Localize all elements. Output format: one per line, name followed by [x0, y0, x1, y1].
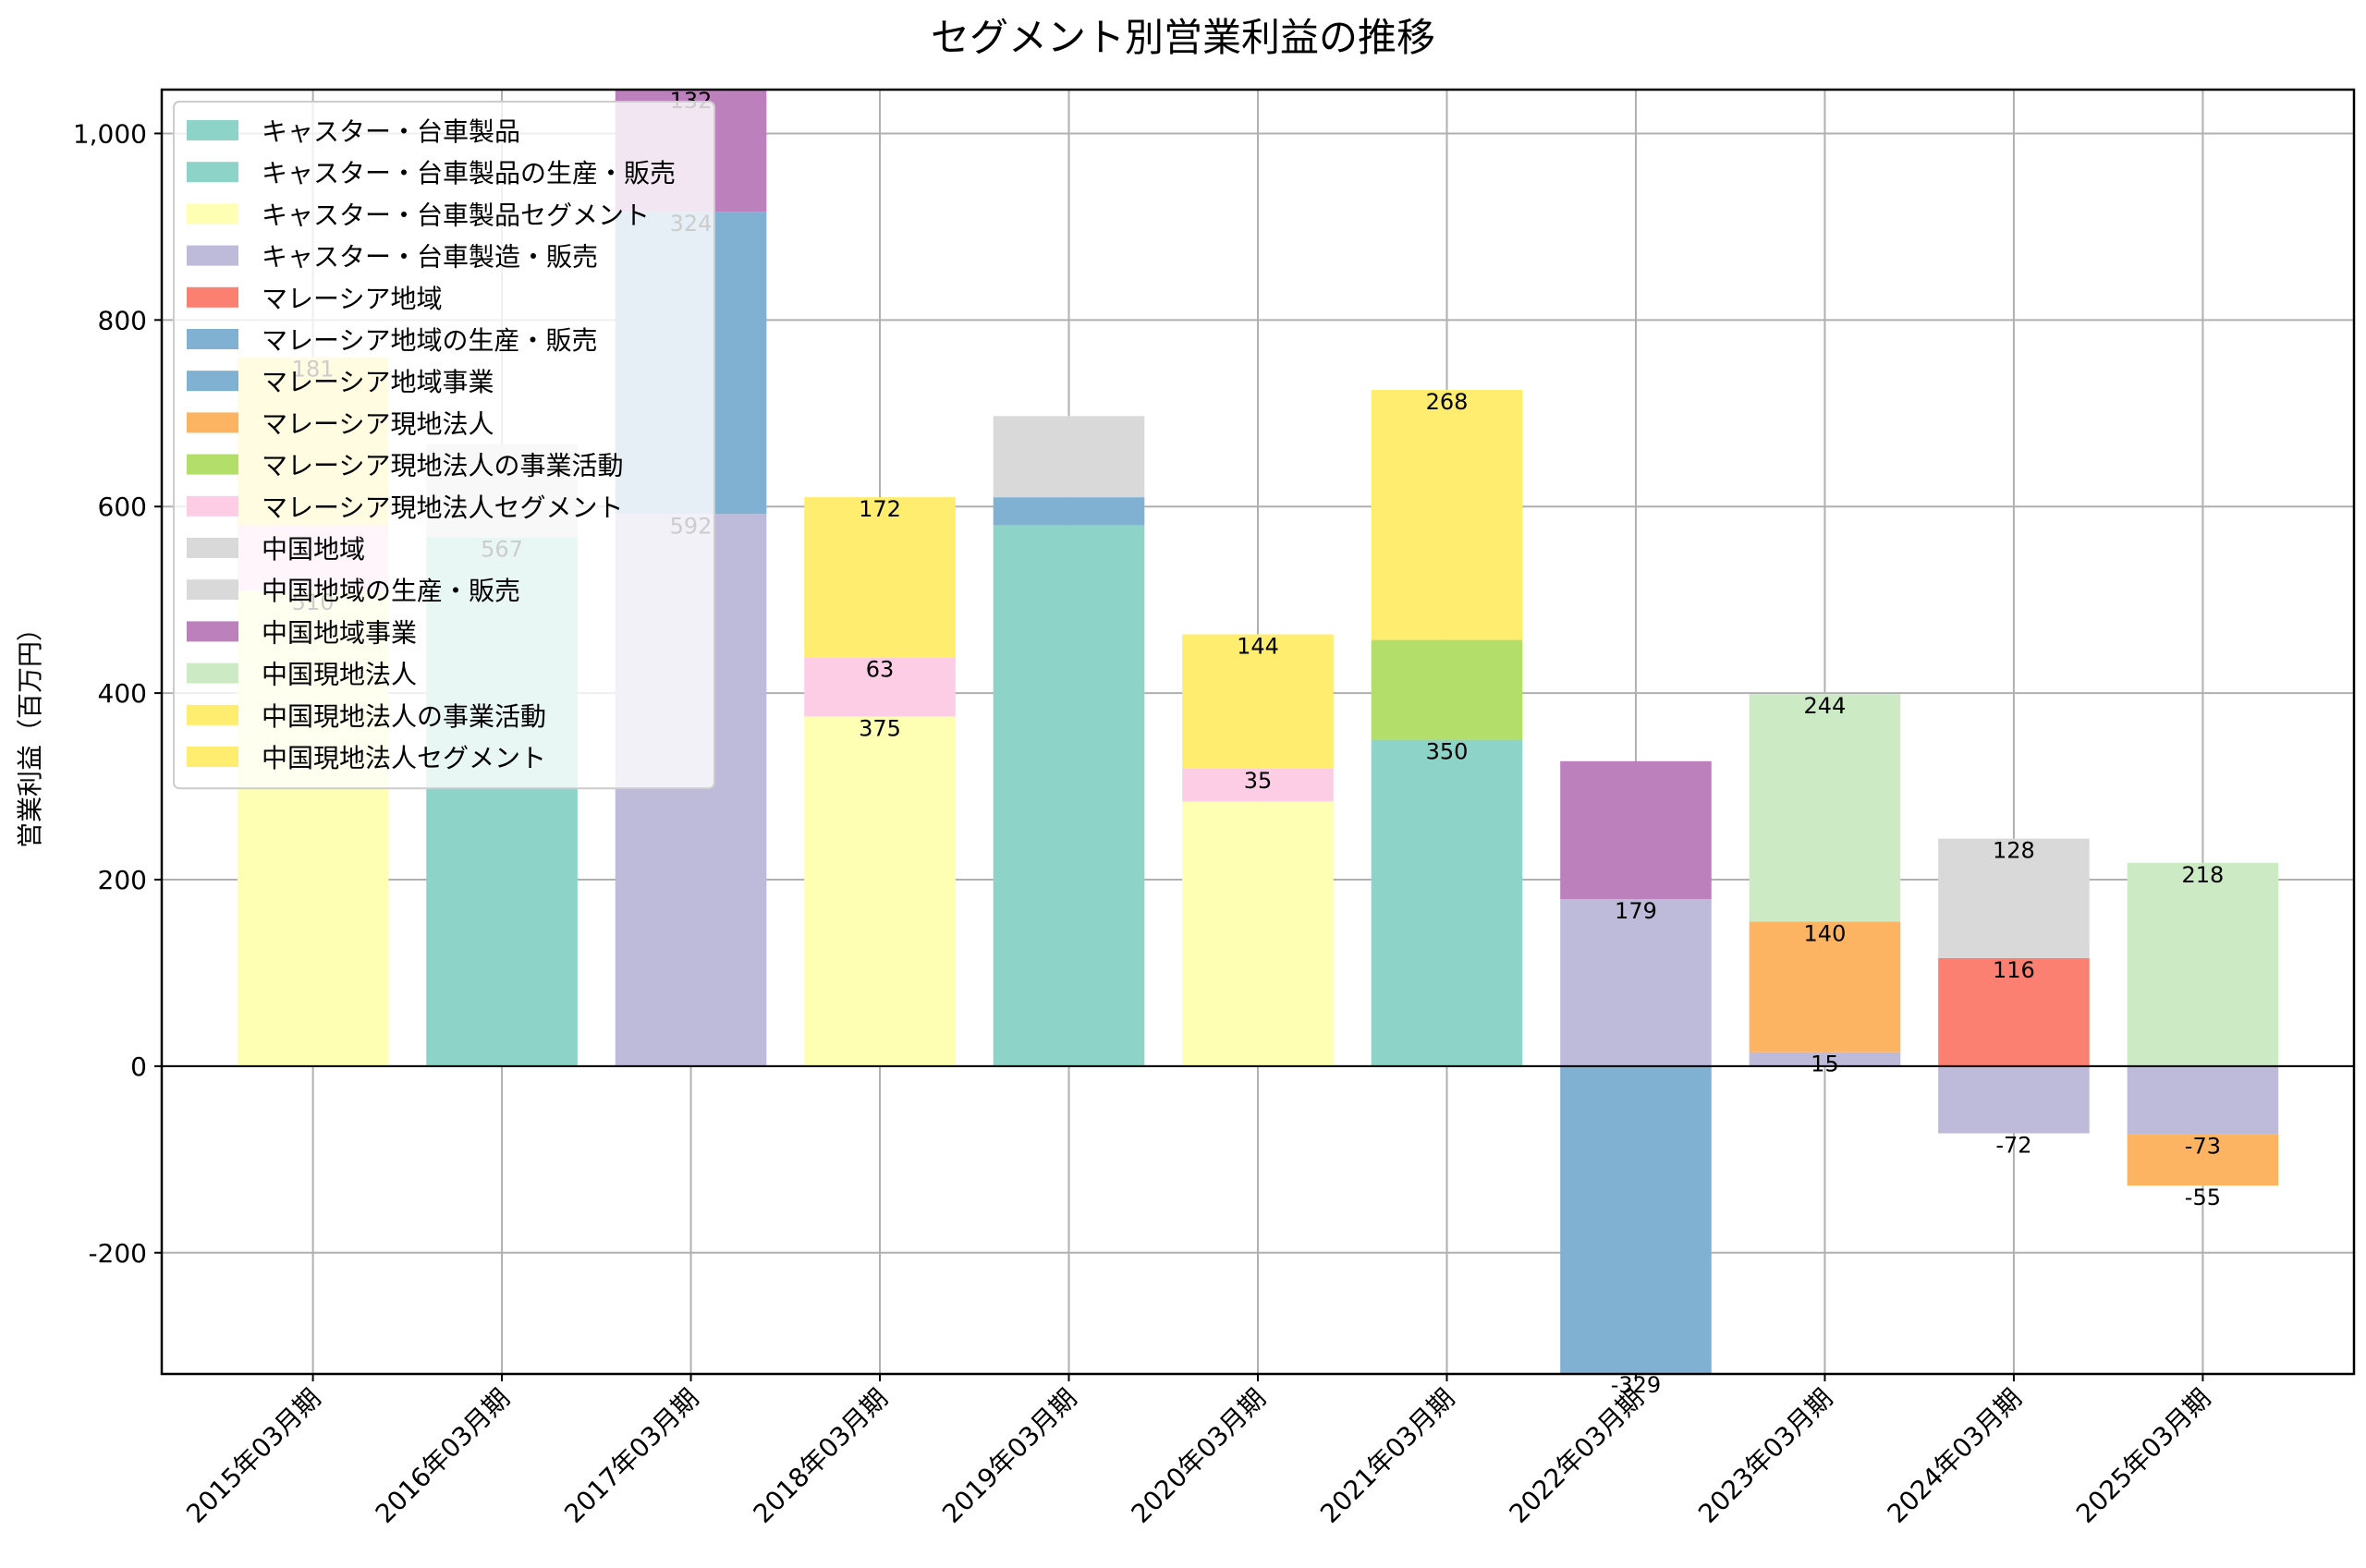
legend-swatch	[187, 495, 238, 517]
legend-swatch	[187, 329, 238, 349]
legend-swatch	[187, 203, 238, 225]
legend-swatch	[187, 662, 238, 684]
x-tick-label: 2018年03月期	[748, 1383, 894, 1529]
bar-segment	[1560, 1065, 1712, 1373]
bar-segment	[804, 716, 956, 1066]
y-tick-label: 800	[98, 305, 147, 335]
x-tick-label: 2020年03月期	[1126, 1383, 1272, 1529]
legend-swatch	[187, 286, 238, 308]
legend-label: キャスター・台車製品セグメント	[262, 200, 650, 230]
bar-segment	[1371, 639, 1523, 740]
y-axis-label: 営業利益（百万円）	[15, 615, 45, 848]
data-label: 350	[1426, 739, 1469, 765]
bar-segment	[1182, 801, 1334, 1066]
bar-segment	[1371, 739, 1523, 1066]
y-tick-label: 1,000	[73, 118, 147, 149]
x-tick-label: 2025年03月期	[2070, 1383, 2216, 1529]
data-label: 172	[859, 496, 901, 522]
x-tick-label: 2016年03月期	[370, 1383, 516, 1529]
bar-segment	[1182, 768, 1334, 802]
bar-segment	[2127, 1065, 2279, 1135]
legend-box	[173, 101, 715, 790]
x-tick-label: 2019年03月期	[936, 1383, 1082, 1529]
y-tick-label: 600	[98, 492, 147, 522]
bar-segment	[1182, 634, 1334, 769]
bar-segment	[1749, 921, 1901, 1052]
legend-label: キャスター・台車製品	[262, 116, 520, 147]
legend: キャスター・台車製品キャスター・台車製品の生産・販売キャスター・台車製品セグメン…	[173, 101, 715, 790]
data-label: 268	[1426, 389, 1469, 415]
bar-segment	[1749, 694, 1901, 922]
legend-label: マレーシア現地法人セグメント	[262, 492, 623, 523]
data-label: 218	[2182, 862, 2225, 888]
legend-label: キャスター・台車製造・販売	[262, 242, 598, 273]
legend-swatch	[187, 412, 238, 433]
data-label: -72	[1995, 1133, 2031, 1159]
legend-label: 中国現地法人セグメント	[262, 743, 546, 773]
y-tick-label: 400	[98, 678, 147, 709]
bar-segment	[1938, 1065, 2090, 1134]
data-label: 15	[1811, 1051, 1839, 1077]
y-tick-label: 200	[98, 865, 147, 895]
legend-label: 中国現地法人の事業活動	[262, 701, 546, 732]
legend-label: マレーシア地域事業	[262, 367, 494, 397]
bar-segment	[993, 497, 1145, 526]
data-label: 144	[1237, 634, 1279, 660]
legend-label: 中国地域事業	[262, 617, 417, 648]
bar-segment	[1560, 899, 1712, 1066]
legend-swatch	[187, 245, 238, 266]
legend-swatch	[187, 371, 238, 392]
legend-swatch	[187, 621, 238, 642]
data-label: 128	[1993, 838, 2035, 864]
y-axis: -200 0 200 400 600 800 1,000	[73, 118, 162, 1269]
x-tick-label: 2017年03月期	[558, 1383, 704, 1529]
data-label: 244	[1804, 693, 1847, 719]
legend-swatch	[187, 538, 238, 558]
bar-segment	[1938, 957, 2090, 1066]
legend-swatch	[187, 747, 238, 767]
bar-segment	[1749, 1051, 1901, 1066]
y-tick-label: 0	[130, 1051, 147, 1082]
bar-segment	[1371, 390, 1523, 640]
legend-label: 中国地域	[262, 534, 365, 565]
bar-segment	[993, 525, 1145, 1066]
bar-segment	[804, 497, 956, 658]
x-tick-label: 2024年03月期	[1882, 1383, 2028, 1529]
x-axis: 2015年03月期 2016年03月期 2017年03月期 2018年03月期 2019…	[180, 1374, 2216, 1529]
legend-label: マレーシア地域	[262, 284, 442, 314]
legend-label: 中国現地法人	[262, 660, 417, 690]
x-tick-label: 2023年03月期	[1692, 1383, 1838, 1529]
bar-segment	[1938, 838, 2090, 958]
x-tick-label: 2015年03月期	[180, 1383, 326, 1529]
bar-segment	[1560, 760, 1712, 900]
legend-swatch	[187, 120, 238, 140]
legend-swatch	[187, 579, 238, 601]
chart-title: セグメント別営業利益の推移	[931, 15, 1435, 60]
legend-swatch	[187, 704, 238, 725]
y-tick-label: -200	[88, 1238, 147, 1269]
x-tick-label: 2021年03月期	[1314, 1383, 1460, 1529]
bar-segment	[804, 657, 956, 717]
legend-label: マレーシア現地法人の事業活動	[262, 451, 623, 481]
data-label: 116	[1993, 957, 2035, 983]
data-label: 179	[1615, 898, 1657, 924]
x-tick-label: 2022年03月期	[1504, 1383, 1650, 1529]
bar-segment	[2127, 1134, 2279, 1186]
data-label: 35	[1244, 768, 1273, 794]
legend-swatch	[187, 162, 238, 183]
bar-segment	[993, 416, 1145, 498]
legend-label: 中国地域の生産・販売	[262, 576, 520, 606]
legend-label: マレーシア地域の生産・販売	[262, 325, 597, 356]
legend-label: キャスター・台車製品の生産・販売	[262, 158, 676, 188]
data-label: 63	[866, 657, 895, 683]
data-label: -73	[2185, 1134, 2221, 1160]
data-label: 140	[1804, 920, 1847, 946]
data-label: -55	[2185, 1185, 2221, 1210]
legend-label: マレーシア現地法人	[262, 408, 494, 439]
bar-segment	[2127, 862, 2279, 1066]
data-label: 375	[859, 715, 901, 741]
legend-swatch	[187, 454, 238, 475]
